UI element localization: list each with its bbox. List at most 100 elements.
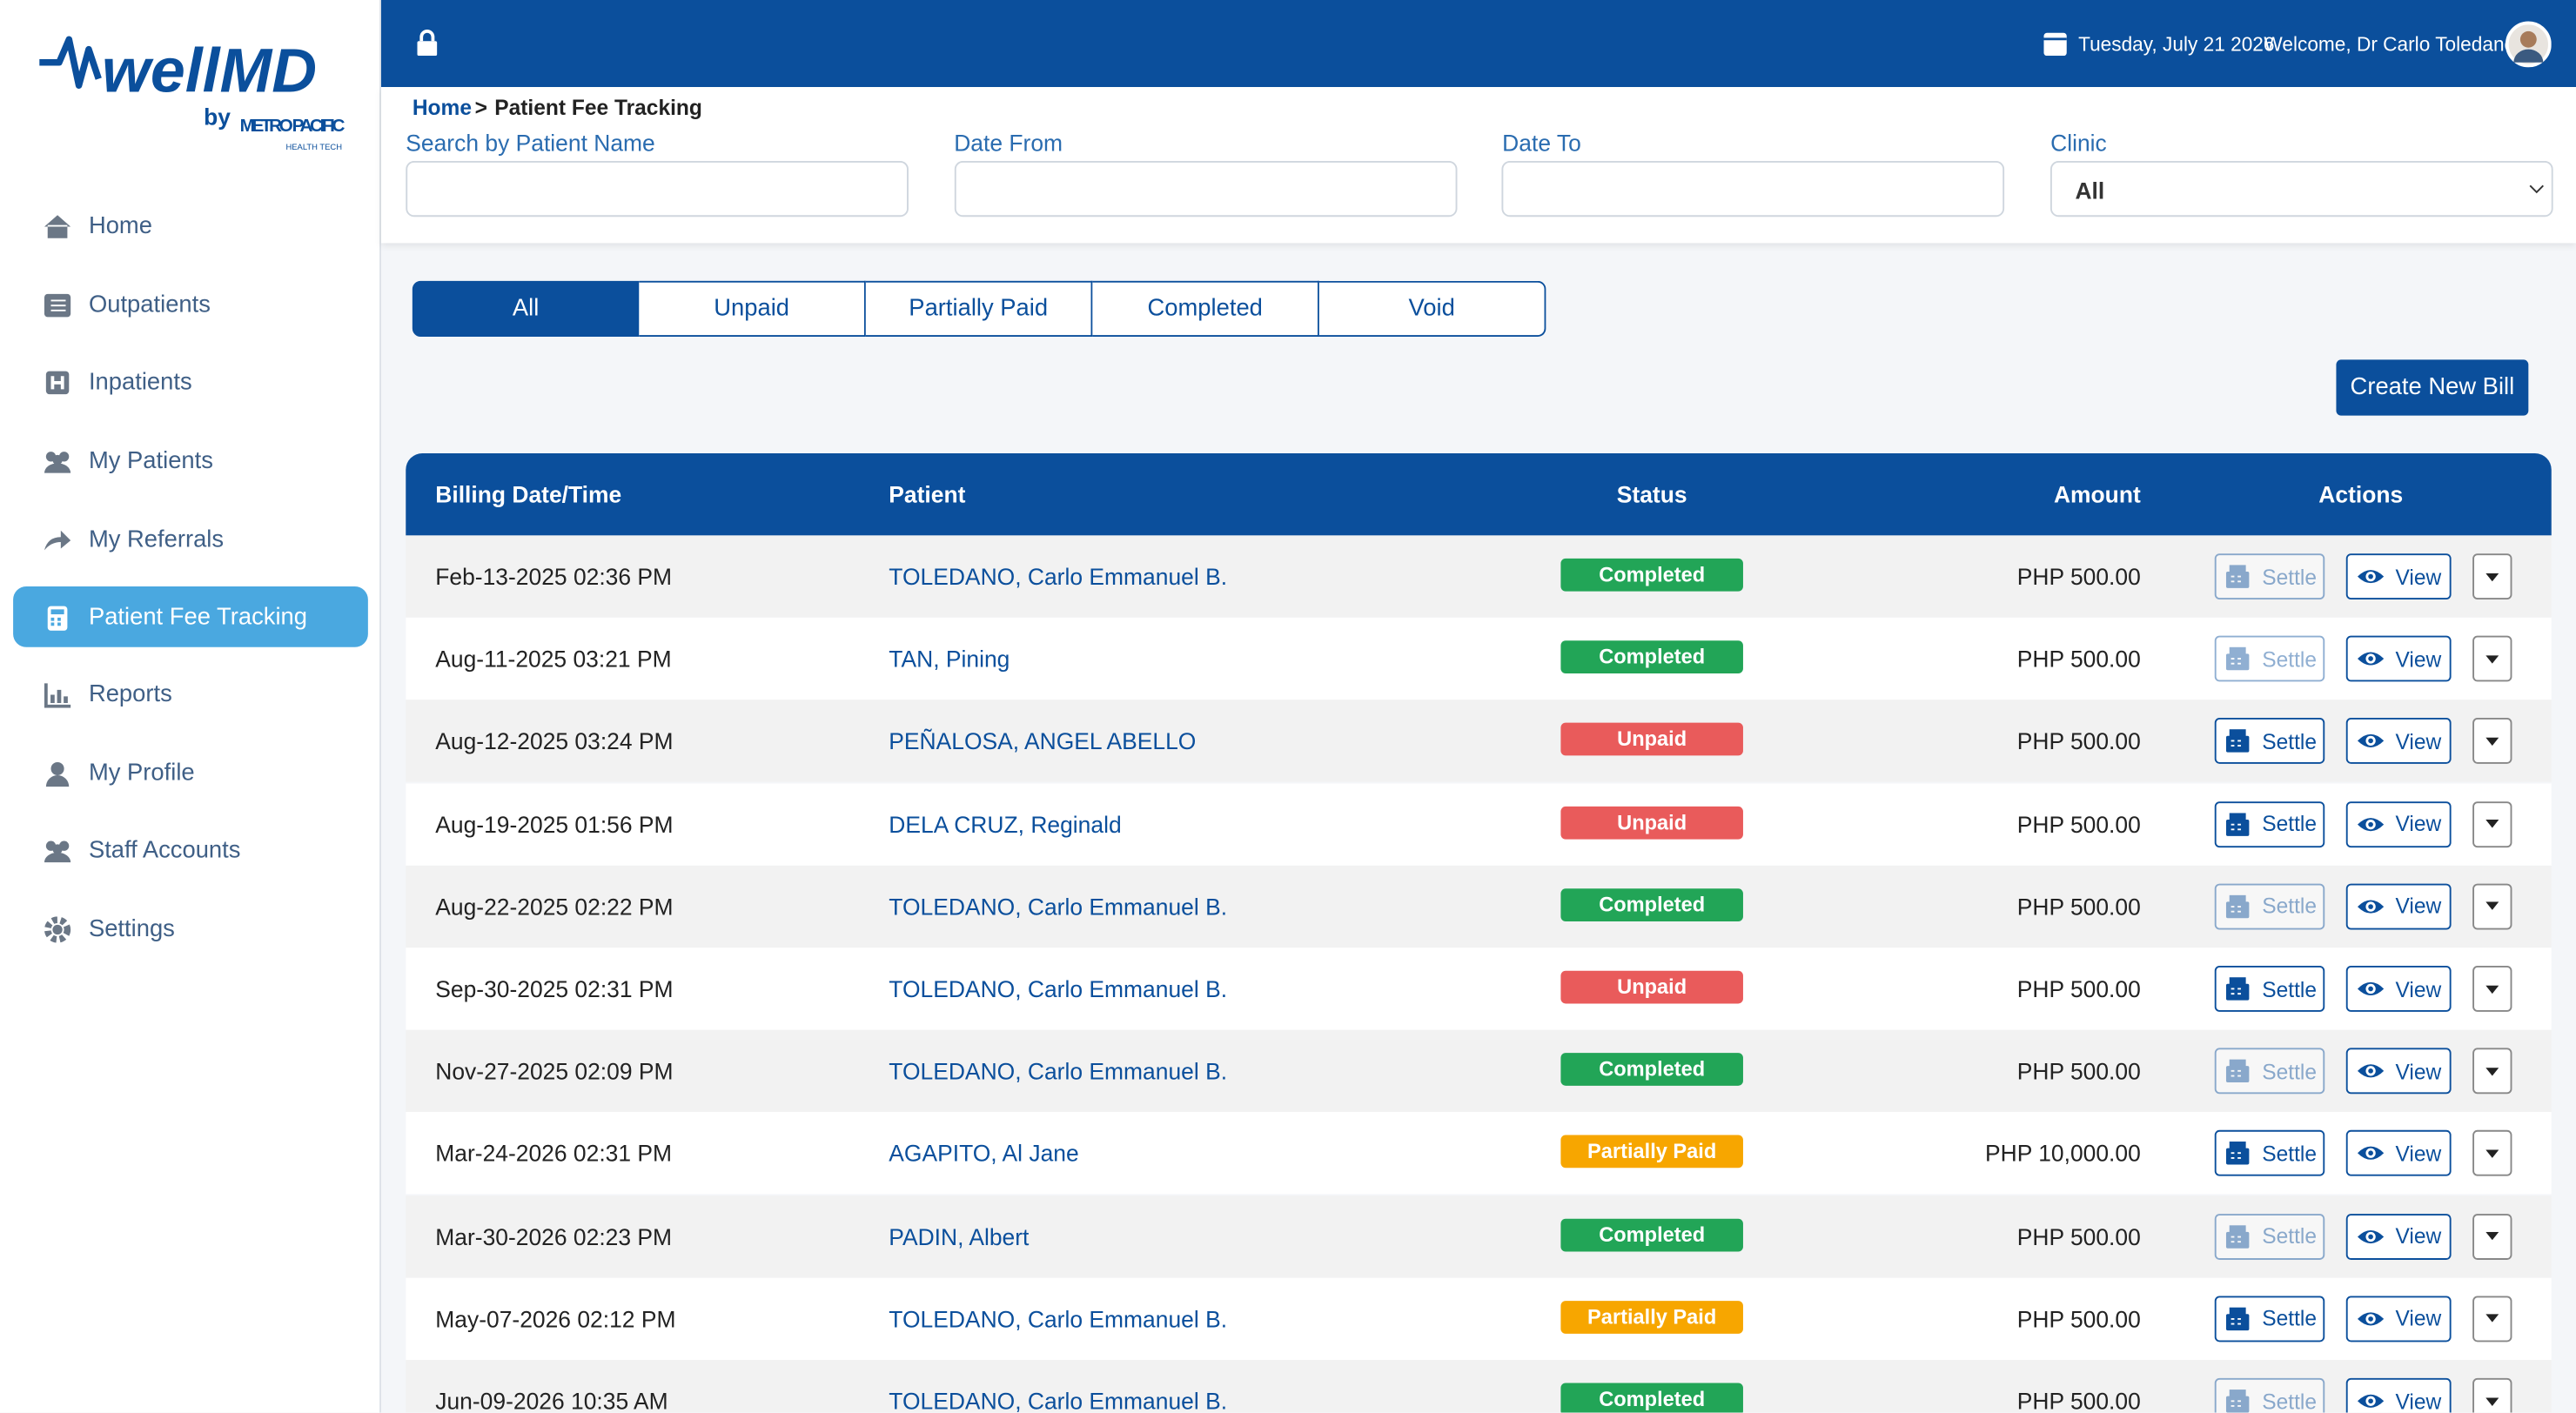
nav-label: My Profile xyxy=(88,760,195,787)
table-row: Aug-22-2025 02:22 PM TOLEDANO, Carlo Emma… xyxy=(406,865,2552,948)
view-button[interactable]: View xyxy=(2345,966,2452,1012)
status-badge: Completed xyxy=(1560,1383,1743,1413)
more-actions-button[interactable] xyxy=(2472,966,2512,1012)
view-button[interactable]: View xyxy=(2345,800,2452,847)
nav-icon xyxy=(45,760,70,787)
nav-item[interactable]: Patient Fee Tracking xyxy=(13,586,368,647)
view-button[interactable]: View xyxy=(2345,553,2452,600)
nav-item[interactable]: My Referrals xyxy=(13,509,368,570)
breadcrumb-home[interactable]: Home xyxy=(412,95,473,120)
view-button[interactable]: View xyxy=(2345,1048,2452,1095)
nav-label: Patient Fee Tracking xyxy=(88,603,308,630)
patient-name[interactable]: TOLEDANO, Carlo Emmanuel B. xyxy=(889,893,1228,920)
settle-icon xyxy=(2225,1059,2250,1083)
view-button[interactable]: View xyxy=(2345,635,2452,682)
logo-brand: wellMD xyxy=(102,37,317,106)
nav-item[interactable]: Reports xyxy=(13,664,368,725)
nav-label: Home xyxy=(88,212,152,239)
more-actions-button[interactable] xyxy=(2472,553,2512,600)
status-tab[interactable]: All xyxy=(412,280,640,337)
patient-name[interactable]: PADIN, Albert xyxy=(889,1222,1030,1249)
billing-date: May-07-2026 02:12 PM xyxy=(435,1305,676,1332)
status-badge: Partially Paid xyxy=(1560,1135,1743,1169)
nav-item[interactable]: My Profile xyxy=(13,742,368,803)
view-button[interactable]: View xyxy=(2345,718,2452,765)
breadcrumb-current: Patient Fee Tracking xyxy=(494,95,702,120)
nav-item[interactable]: Inpatients xyxy=(13,352,368,412)
amount: PHP 500.00 xyxy=(2016,1388,2141,1413)
more-actions-button[interactable] xyxy=(2472,718,2512,765)
more-actions-button[interactable] xyxy=(2472,800,2512,847)
logo-by: by xyxy=(204,104,231,130)
filter-label: Date To xyxy=(1502,130,1581,157)
settle-button: Settle xyxy=(2214,1213,2325,1260)
patient-name[interactable]: TAN, Pining xyxy=(889,646,1010,673)
patient-name[interactable]: AGAPITO, Al Jane xyxy=(889,1140,1079,1168)
status-tab[interactable]: Completed xyxy=(1092,280,1319,337)
patient-name[interactable]: TOLEDANO, Carlo Emmanuel B. xyxy=(889,1058,1228,1085)
settle-button[interactable]: Settle xyxy=(2214,1296,2325,1342)
nav-label: Inpatients xyxy=(88,368,192,396)
view-button[interactable]: View xyxy=(2345,1130,2452,1177)
billing-date: Aug-12-2025 03:24 PM xyxy=(435,728,674,755)
more-actions-button[interactable] xyxy=(2472,635,2512,682)
settle-icon xyxy=(2225,1224,2250,1248)
nav-item[interactable]: Outpatients xyxy=(13,274,368,335)
view-button[interactable]: View xyxy=(2345,1377,2452,1413)
more-actions-button[interactable] xyxy=(2472,1296,2512,1342)
settle-icon xyxy=(2225,1307,2250,1330)
table-row: Mar-30-2026 02:23 PM PADIN, Albert Complet… xyxy=(406,1195,2552,1277)
view-button[interactable]: View xyxy=(2345,1213,2452,1260)
billing-date: Aug-19-2025 01:56 PM xyxy=(435,810,674,838)
settle-button[interactable]: Settle xyxy=(2214,966,2325,1012)
view-button[interactable]: View xyxy=(2345,1296,2452,1342)
view-icon xyxy=(2358,900,2385,914)
settle-label: Settle xyxy=(2262,894,2318,919)
settle-label: Settle xyxy=(2262,646,2318,672)
avatar[interactable] xyxy=(2505,21,2552,68)
filter-input[interactable] xyxy=(954,161,1457,218)
filter-input[interactable] xyxy=(1502,161,2005,218)
nav-label: Settings xyxy=(88,915,175,942)
filter-input[interactable] xyxy=(406,161,909,218)
status-tab[interactable]: Partially Paid xyxy=(865,280,1093,337)
status-tab[interactable]: Void xyxy=(1318,280,1546,337)
status-tab[interactable]: Unpaid xyxy=(639,280,866,337)
nav-icon xyxy=(44,915,71,942)
more-actions-button[interactable] xyxy=(2472,1213,2512,1260)
patient-name[interactable]: TOLEDANO, Carlo Emmanuel B. xyxy=(889,975,1228,1002)
patient-name[interactable]: TOLEDANO, Carlo Emmanuel B. xyxy=(889,563,1228,590)
logo[interactable]: wellMD by METRO PACIFIC HEALTH TECH xyxy=(37,30,349,161)
settle-button: Settle xyxy=(2214,1377,2325,1413)
nav-item[interactable]: Settings xyxy=(13,899,368,960)
nav-item[interactable]: Staff Accounts xyxy=(13,820,368,881)
view-label: View xyxy=(2395,646,2442,672)
filter-input[interactable]: All xyxy=(2050,161,2553,218)
top-bar: Tuesday, July 21 2026 Welcome, Dr Carlo … xyxy=(380,0,2576,88)
more-actions-button[interactable] xyxy=(2472,1130,2512,1177)
nav-item[interactable]: Home xyxy=(13,196,368,257)
view-button[interactable]: View xyxy=(2345,883,2452,930)
view-icon xyxy=(2358,817,2385,831)
settle-button[interactable]: Settle xyxy=(2214,800,2325,847)
settle-button[interactable]: Settle xyxy=(2214,1130,2325,1177)
patient-name[interactable]: PEÑALOSA, ANGEL ABELLO xyxy=(889,728,1197,755)
more-actions-button[interactable] xyxy=(2472,1048,2512,1095)
nav-label: Staff Accounts xyxy=(88,836,241,864)
logo-tagline: HEALTH TECH xyxy=(285,142,342,151)
billing-date: Aug-22-2025 02:22 PM xyxy=(435,893,674,920)
amount: PHP 10,000.00 xyxy=(1984,1140,2141,1168)
lock-icon[interactable] xyxy=(416,30,439,57)
table-row: Sep-30-2025 02:31 PM TOLEDANO, Carlo Emma… xyxy=(406,948,2552,1030)
settle-button[interactable]: Settle xyxy=(2214,718,2325,765)
column-header: Actions xyxy=(2318,481,2404,508)
more-actions-button[interactable] xyxy=(2472,883,2512,930)
patient-name[interactable]: TOLEDANO, Carlo Emmanuel B. xyxy=(889,1388,1228,1413)
create-bill-button[interactable]: Create New Bill xyxy=(2336,359,2529,416)
patient-name[interactable]: TOLEDANO, Carlo Emmanuel B. xyxy=(889,1305,1228,1332)
more-actions-button[interactable] xyxy=(2472,1377,2512,1413)
view-icon xyxy=(2358,734,2385,748)
patient-name[interactable]: DELA CRUZ, Reginald xyxy=(889,810,1122,838)
nav-item[interactable]: My Patients xyxy=(13,431,368,492)
